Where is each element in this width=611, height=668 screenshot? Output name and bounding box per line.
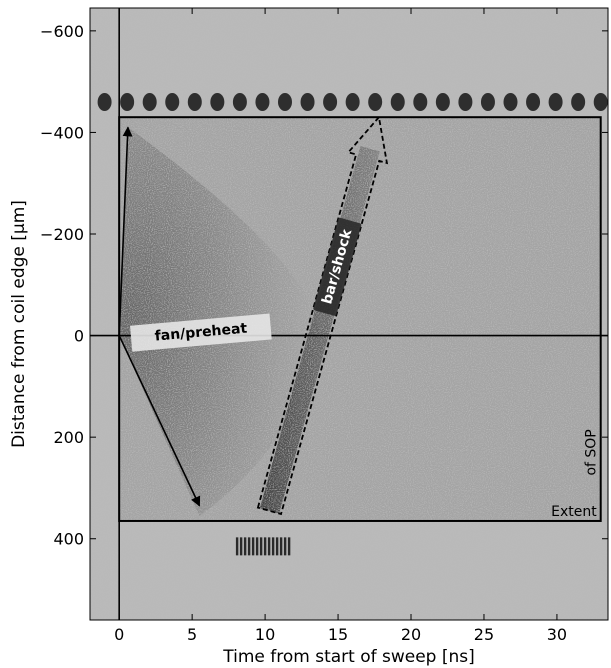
- x-tick-label: 5: [187, 625, 197, 644]
- streak-stripe: [243, 537, 247, 556]
- x-tick-label: 20: [401, 625, 421, 644]
- streak-stripe: [263, 537, 267, 556]
- x-tick-label: 10: [255, 625, 275, 644]
- y-tick-label: −600: [40, 22, 84, 41]
- streak-stripe: [283, 537, 287, 556]
- fan-arrow-down: [118, 335, 201, 507]
- fan-preheat-annotation: fan/preheat: [118, 126, 272, 507]
- shock-label-background: [313, 217, 362, 316]
- streak-stripe: [251, 537, 255, 556]
- y-tick-label: 400: [53, 530, 84, 549]
- fiducial-dot: [97, 92, 112, 111]
- fiducial-dot: [165, 92, 180, 111]
- fiducial-dot: [277, 92, 292, 111]
- streak-stripe: [287, 537, 291, 556]
- extent-label-extent: Extent: [551, 504, 597, 520]
- streak-stripe: [259, 537, 263, 556]
- fiducial-dot: [187, 92, 202, 111]
- x-tick-label: 30: [547, 625, 567, 644]
- fiducial-dot: [503, 92, 518, 111]
- y-tick-label: 200: [53, 428, 84, 447]
- bar-shock-arrow: [256, 115, 389, 516]
- plot-area: [90, 8, 608, 620]
- plot-frame: [89, 7, 609, 621]
- fiducial-dot: [435, 92, 450, 111]
- x-tick-label: 0: [114, 625, 124, 644]
- streak-stripe: [235, 537, 239, 556]
- fiducial-dot: [255, 92, 270, 111]
- fiducial-dot: [593, 92, 608, 111]
- fiducial-dot: [458, 92, 473, 111]
- x-axis: 0 5 10 15 20 25 30: [114, 8, 567, 644]
- streak-stripe: [239, 537, 243, 556]
- fan-label-background: [130, 313, 272, 352]
- fiducial-dot: [413, 92, 428, 111]
- fiducial-dot: [526, 92, 541, 111]
- fiducial-comb: [97, 92, 608, 111]
- streak-stripe: [255, 537, 259, 556]
- extent-label-of-sop: of SOP: [584, 429, 600, 475]
- x-tick-label: 15: [328, 625, 348, 644]
- fiducial-dot: [345, 92, 360, 111]
- streak-stripe: [247, 537, 251, 556]
- y-tick-label: −400: [40, 123, 84, 142]
- streak-stripe: [275, 537, 279, 556]
- fiducial-dot: [232, 92, 247, 111]
- fiducial-dot: [120, 92, 135, 111]
- fiducial-dot: [210, 92, 225, 111]
- lower-fiducial-streak: [235, 537, 291, 556]
- x-tick-label: 25: [474, 625, 494, 644]
- x-axis-title: Time from start of sweep [ns]: [222, 647, 475, 667]
- y-axis: −600 −400 −200 0 200 400: [40, 22, 608, 549]
- y-tick-label: 0: [74, 327, 84, 346]
- streak-stripe: [267, 537, 271, 556]
- y-tick-label: −200: [40, 225, 84, 244]
- streak-stripe: [279, 537, 283, 556]
- speckle-noise: [90, 8, 608, 620]
- fiducial-dot: [571, 92, 586, 111]
- fiducial-dot: [368, 92, 383, 111]
- streak-stripe: [271, 537, 275, 556]
- fiducial-dot: [390, 92, 405, 111]
- fiducial-dot: [300, 92, 315, 111]
- fiducial-dot: [323, 92, 338, 111]
- fiducial-dot: [142, 92, 157, 111]
- fiducial-dot: [548, 92, 563, 111]
- fiducial-dot: [480, 92, 495, 111]
- fan-arrow-up: [118, 126, 133, 336]
- y-axis-title: Distance from coil edge [μm]: [9, 200, 29, 448]
